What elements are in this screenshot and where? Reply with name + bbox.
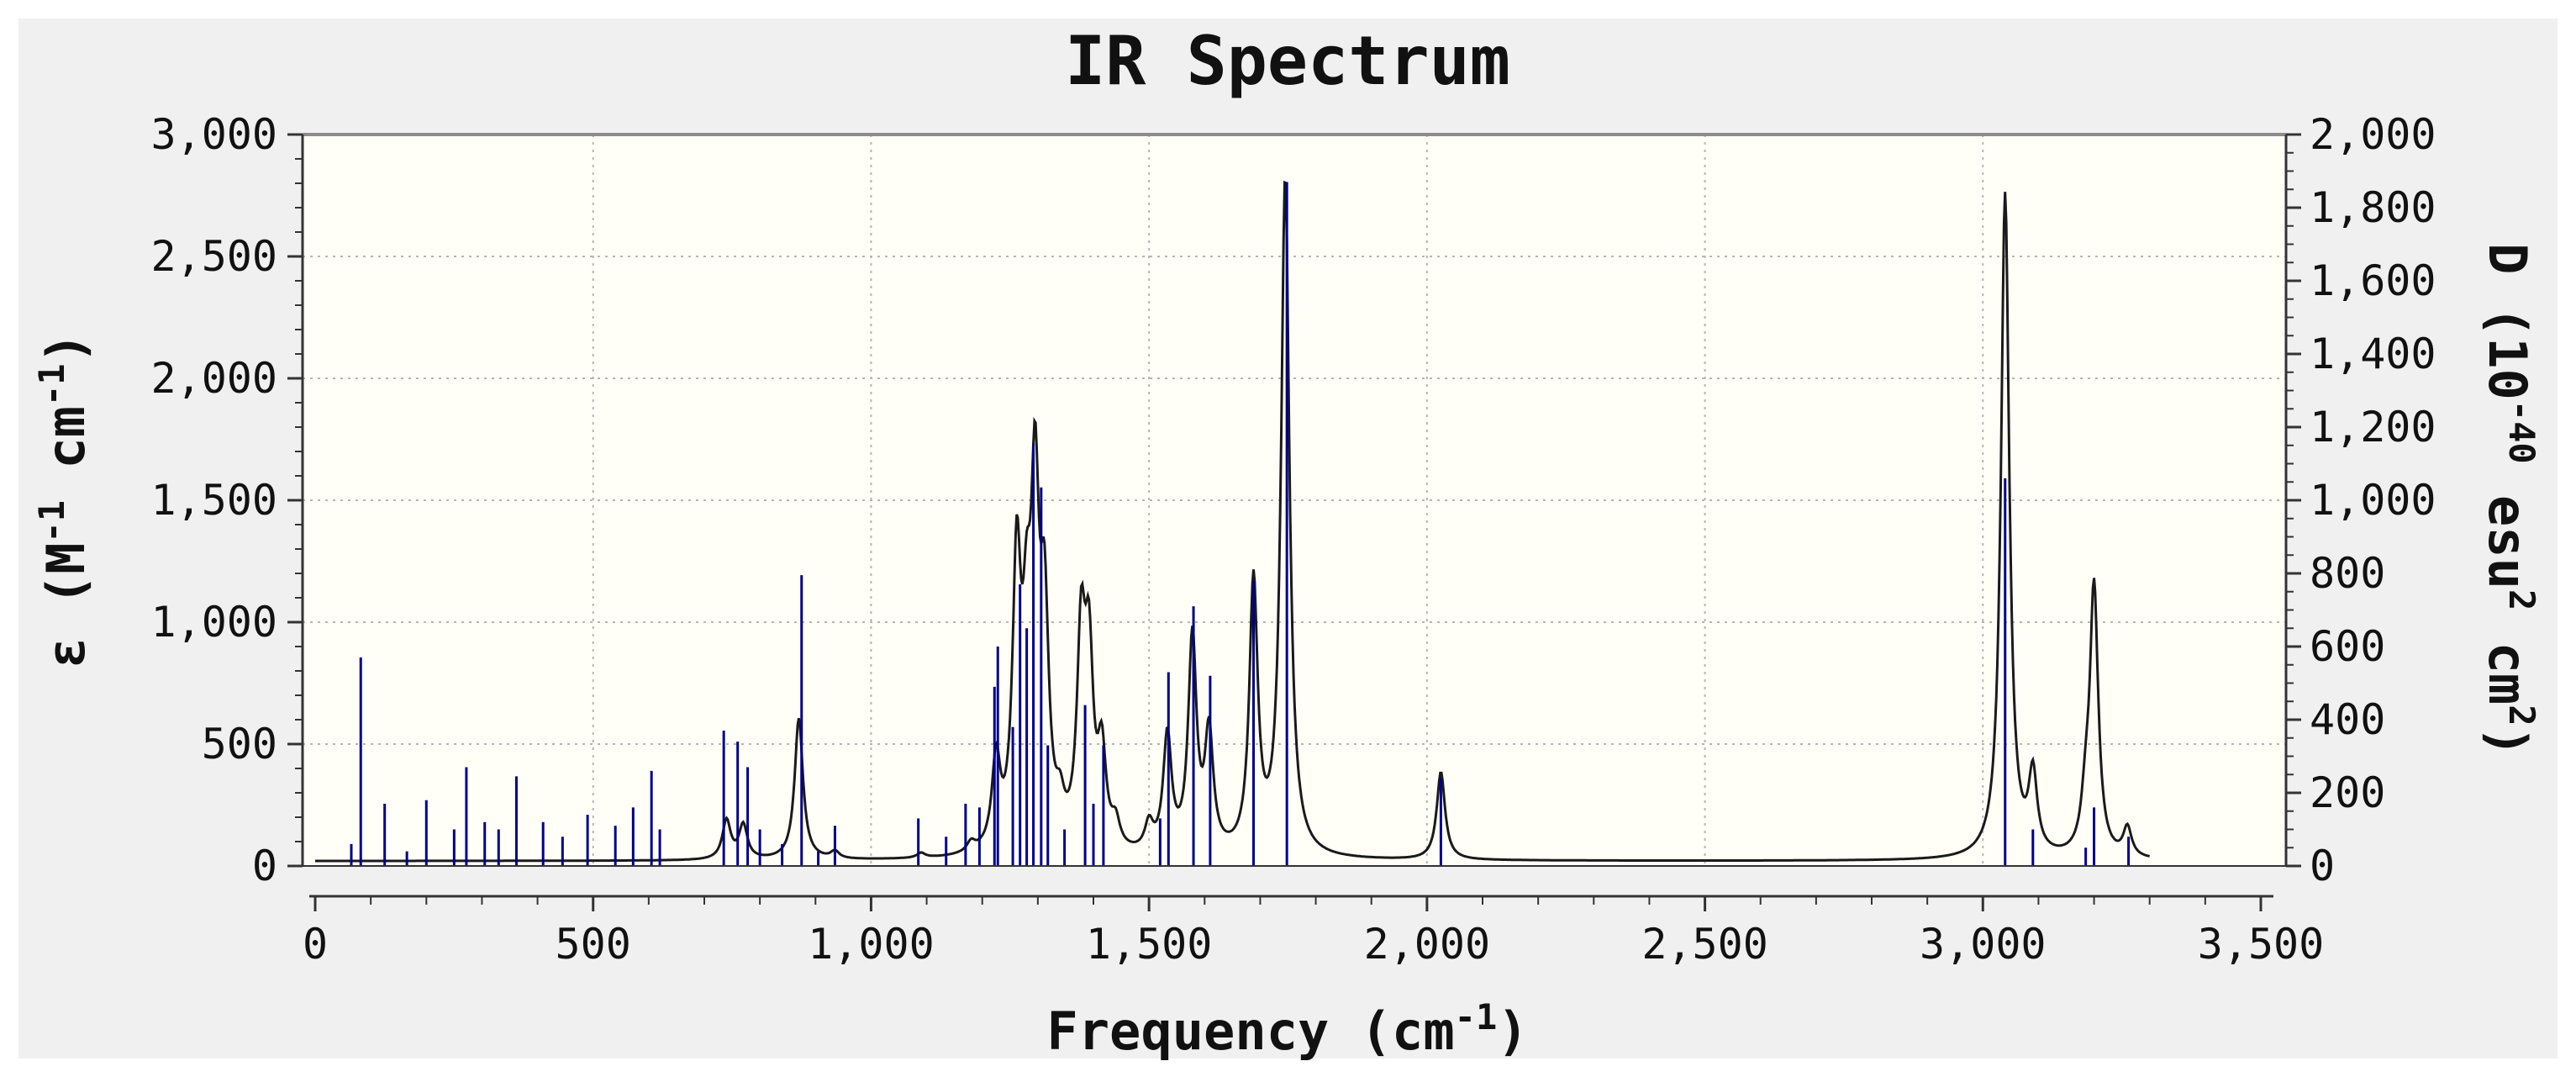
x-axis-label-main: Frequency (cm <box>1046 1000 1454 1062</box>
x-tick-label: 500 <box>556 920 631 969</box>
grid <box>303 135 2286 866</box>
y2-tick-label: 1,800 <box>2310 183 2436 232</box>
x-tick-label: 1,500 <box>1086 920 1213 969</box>
y2-tick-label: 1,200 <box>2310 403 2436 451</box>
x-tick-label: 3,000 <box>1920 920 2047 969</box>
y-axis-label: ε (M-1 cm-1) <box>31 332 97 668</box>
y2-tick-label: 800 <box>2310 549 2385 598</box>
x-tick-label: 2,000 <box>1364 920 1491 969</box>
y2-tick-label: 400 <box>2310 695 2385 744</box>
y2-tick-label: 0 <box>2310 842 2335 890</box>
y-tick-label: 2,500 <box>150 232 277 281</box>
y2-tick-label: 2,000 <box>2310 110 2436 159</box>
x-tick-label: 1,000 <box>808 920 935 969</box>
axes-ticks: 0 500 1,000 1,500 2,000 2,500 3,000 3,500 0 500 1,… <box>150 110 2436 969</box>
y2-tick-label: 1,600 <box>2310 256 2436 305</box>
y2-tick-label: 1,000 <box>2310 476 2436 525</box>
y-tick-label: 500 <box>202 720 277 768</box>
y2-tick-label: 1,400 <box>2310 330 2436 378</box>
y-tick-label: 3,000 <box>150 110 277 159</box>
y2-tick-label: 600 <box>2310 622 2385 671</box>
x-axis-label: Frequency (cm-1) <box>1046 996 1528 1062</box>
x-axis-label-close: ) <box>1497 1000 1528 1062</box>
spectrum-line <box>315 180 2151 863</box>
x-tick-label: 3,500 <box>2198 920 2325 969</box>
x-axis-label-exp: -1 <box>1455 996 1498 1037</box>
y2-axis-label: D (10-40 esu2 cm2) <box>2477 243 2542 758</box>
x-tick-label: 0 <box>303 920 328 969</box>
y-tick-label: 2,000 <box>150 354 277 403</box>
stick-series <box>350 182 2131 866</box>
chart-title: IR Spectrum <box>1065 22 1510 100</box>
y-tick-label: 1,500 <box>150 476 277 525</box>
y-tick-label: 0 <box>252 842 277 890</box>
spectrum-series <box>315 180 2151 863</box>
x-tick-label: 2,500 <box>1641 920 1768 969</box>
y-tick-label: 1,000 <box>150 598 277 647</box>
y2-tick-label: 200 <box>2310 768 2385 817</box>
